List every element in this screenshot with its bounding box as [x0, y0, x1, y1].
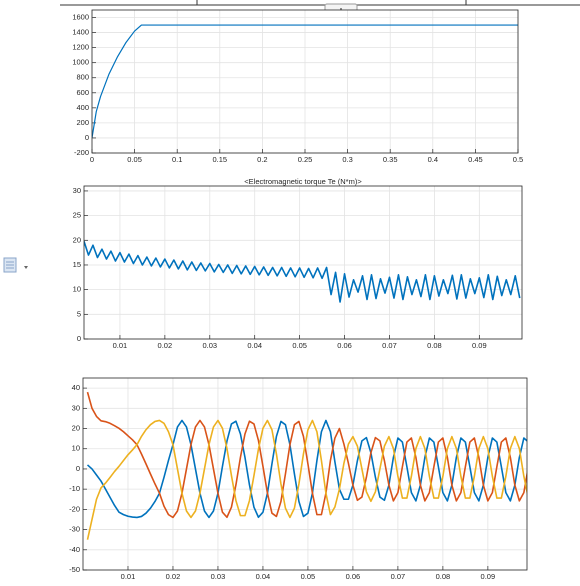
- data-line: [86, 391, 527, 519]
- x-tick-label: 0.5: [513, 155, 523, 164]
- series-group: [86, 391, 527, 540]
- x-tick-label: 0.1: [172, 155, 182, 164]
- data-line: [92, 24, 518, 139]
- x-tick-label: 0.06: [346, 572, 361, 581]
- x-tick-label: 0.04: [247, 341, 262, 350]
- y-tick-label: 30: [72, 403, 80, 412]
- y-tick-label: 0: [76, 464, 80, 473]
- data-line: [86, 419, 527, 519]
- axes-frame: [83, 185, 523, 340]
- axes-frame: [82, 377, 528, 571]
- x-tick-label: 0.08: [436, 572, 451, 581]
- data-line: [84, 241, 521, 303]
- document-icon[interactable]: [3, 257, 28, 273]
- y-tick-label: -200: [74, 148, 89, 157]
- series-group: [92, 24, 518, 139]
- y-tick-label: 600: [76, 88, 89, 97]
- x-tick-label: 0.05: [127, 155, 142, 164]
- y-tick-label: -10: [69, 484, 80, 493]
- y-tick-label: 1000: [72, 58, 89, 67]
- series-group: [84, 241, 521, 303]
- x-tick-label: 0.35: [383, 155, 398, 164]
- y-tick-label: 1200: [72, 43, 89, 52]
- axes-frame: [91, 9, 519, 154]
- y-tick-label: -50: [69, 565, 80, 574]
- y-tick-label: -40: [69, 545, 80, 554]
- y-tick-label: -30: [69, 525, 80, 534]
- y-tick-label: 5: [77, 309, 81, 318]
- x-tick-label: 0.03: [211, 572, 226, 581]
- x-tick-label: 0.4: [428, 155, 438, 164]
- x-tick-label: 0.07: [391, 572, 406, 581]
- x-tick-label: 0.02: [158, 341, 173, 350]
- y-tick-label: 800: [76, 73, 89, 82]
- y-tick-label: 20: [72, 424, 80, 433]
- y-tick-label: 1400: [72, 28, 89, 37]
- x-tick-label: 0.06: [337, 341, 352, 350]
- x-tick-label: 0.01: [113, 341, 128, 350]
- x-tick-label: 0.15: [212, 155, 227, 164]
- x-tick-label: 0.45: [468, 155, 483, 164]
- y-tick-label: 400: [76, 103, 89, 112]
- y-tick-label: 30: [73, 186, 81, 195]
- y-tick-label: 200: [76, 118, 89, 127]
- y-tick-label: 1600: [72, 13, 89, 22]
- y-tick-label: 10: [72, 444, 80, 453]
- x-tick-label: 0.05: [292, 341, 307, 350]
- y-tick-label: 40: [72, 383, 80, 392]
- x-tick-label: 0.08: [427, 341, 442, 350]
- plot-area: [84, 186, 522, 339]
- plot: <Electromagnetic torque Te (N*m)> 0 5 10 15 2…: [73, 177, 523, 350]
- data-line: [86, 419, 527, 540]
- y-tick-label: 15: [73, 260, 81, 269]
- y-tick-label: 0: [85, 133, 89, 142]
- x-tick-label: 0.09: [472, 341, 487, 350]
- y-tick-label: 20: [73, 235, 81, 244]
- y-tick-label: 0: [77, 334, 81, 343]
- x-tick-label: 0: [90, 155, 94, 164]
- x-tick-label: 0.01: [121, 572, 136, 581]
- x-tick-label: 0.07: [382, 341, 397, 350]
- x-tick-label: 0.3: [342, 155, 352, 164]
- x-tick-label: 0.03: [202, 341, 217, 350]
- x-tick-label: 0.25: [298, 155, 313, 164]
- chart-title: <Electromagnetic torque Te (N*m)>: [244, 177, 362, 186]
- y-tick-label: -20: [69, 504, 80, 513]
- y-tick-label: 10: [73, 285, 81, 294]
- x-tick-label: 0.09: [481, 572, 496, 581]
- x-tick-label: 0.04: [256, 572, 271, 581]
- x-tick-label: 0.02: [166, 572, 181, 581]
- x-tick-label: 0.2: [257, 155, 267, 164]
- plot: -50 -40 -30 -20 -10 0 10 20 30 40 0.01 0.02 0.03 0.04…: [69, 377, 528, 581]
- y-tick-label: 25: [73, 211, 81, 220]
- x-tick-label: 0.05: [301, 572, 316, 581]
